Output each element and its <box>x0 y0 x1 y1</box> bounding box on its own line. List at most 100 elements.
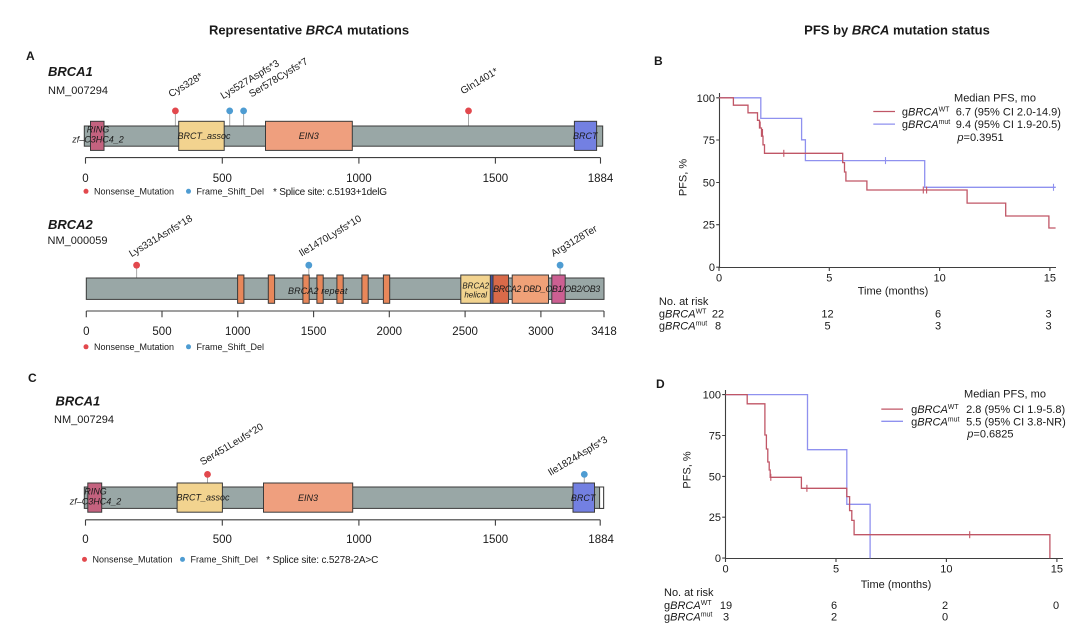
svg-text:PFS, %: PFS, % <box>677 159 689 197</box>
svg-text:Frame_Shift_Del: Frame_Shift_Del <box>197 342 265 352</box>
svg-text:500: 500 <box>213 173 232 185</box>
svg-text:BRCA2: BRCA2 <box>48 217 94 232</box>
svg-text:75: 75 <box>703 135 715 147</box>
svg-text:BRCA1: BRCA1 <box>48 64 93 79</box>
svg-text:BRCT: BRCT <box>573 131 599 141</box>
svg-text:BRCA2 DBD_OB1/OB2/OB3: BRCA2 DBD_OB1/OB2/OB3 <box>493 284 600 294</box>
svg-text:EIN3: EIN3 <box>299 131 319 141</box>
svg-text:* Splice site: c.5278-2A>C: * Splice site: c.5278-2A>C <box>266 555 378 566</box>
svg-text:Frame_Shift_Del: Frame_Shift_Del <box>197 187 265 197</box>
svg-text:Median PFS, mo: Median PFS, mo <box>964 388 1046 400</box>
svg-text:Representative BRCA mutations: Representative BRCA mutations <box>209 23 409 38</box>
svg-text:0: 0 <box>716 273 722 285</box>
svg-text:Time (months): Time (months) <box>861 579 932 591</box>
svg-text:5: 5 <box>833 564 839 576</box>
svg-text:3418: 3418 <box>591 326 617 338</box>
svg-text:3000: 3000 <box>528 326 554 338</box>
svg-text:gBRCAmut: gBRCAmut <box>659 320 707 332</box>
svg-text:gBRCAWT: gBRCAWT <box>664 600 712 612</box>
svg-text:No. at risk: No. at risk <box>664 587 714 599</box>
svg-text:15: 15 <box>1044 273 1056 285</box>
svg-text:BRCT_assoc: BRCT_assoc <box>177 131 231 141</box>
svg-text:RING: RING <box>87 125 110 135</box>
svg-text:10: 10 <box>940 564 952 576</box>
svg-text:gBRCAWT: gBRCAWT <box>911 404 959 416</box>
svg-text:2.8 (95% CI 1.9-5.8): 2.8 (95% CI 1.9-5.8) <box>966 404 1065 416</box>
svg-text:2: 2 <box>831 612 837 624</box>
svg-text:1884: 1884 <box>588 173 614 185</box>
svg-text:50: 50 <box>703 178 715 190</box>
svg-text:1500: 1500 <box>483 534 509 546</box>
svg-text:PFS by BRCA mutation status: PFS by BRCA mutation status <box>804 23 990 38</box>
svg-text:Nonsense_Mutation: Nonsense_Mutation <box>93 555 173 565</box>
svg-text:BRCT: BRCT <box>571 493 597 503</box>
svg-text:RING: RING <box>84 487 107 497</box>
svg-text:0: 0 <box>715 553 721 565</box>
svg-text:p=0.3951: p=0.3951 <box>956 132 1003 144</box>
svg-text:zf–C3HC4_2: zf–C3HC4_2 <box>69 496 122 506</box>
svg-text:5.5 (95% CI 3.8-NR): 5.5 (95% CI 3.8-NR) <box>966 416 1066 428</box>
svg-text:12: 12 <box>821 309 833 321</box>
svg-text:NM_000059: NM_000059 <box>48 235 108 247</box>
svg-text:6: 6 <box>935 309 941 321</box>
svg-text:9.4 (95% CI 1.9-20.5): 9.4 (95% CI 1.9-20.5) <box>956 119 1061 131</box>
svg-text:BRCA1: BRCA1 <box>56 394 101 409</box>
svg-text:EIN3: EIN3 <box>298 493 318 503</box>
svg-text:3: 3 <box>723 612 729 624</box>
svg-text:BRCA2 repeat: BRCA2 repeat <box>288 286 348 296</box>
svg-text:25: 25 <box>703 220 715 232</box>
svg-text:Nonsense_Mutation: Nonsense_Mutation <box>94 342 174 352</box>
svg-text:NM_007294: NM_007294 <box>54 414 114 426</box>
svg-text:19: 19 <box>720 600 732 612</box>
svg-text:2500: 2500 <box>452 326 478 338</box>
svg-text:PFS, %: PFS, % <box>682 451 694 489</box>
svg-text:25: 25 <box>709 512 721 524</box>
svg-text:1884: 1884 <box>588 534 614 546</box>
svg-text:1000: 1000 <box>225 326 251 338</box>
svg-text:A: A <box>26 49 35 63</box>
svg-text:5: 5 <box>824 320 830 332</box>
svg-text:8: 8 <box>715 320 721 332</box>
svg-text:gBRCAmut: gBRCAmut <box>911 416 959 428</box>
svg-text:BRCT_assoc: BRCT_assoc <box>176 493 230 503</box>
svg-text:100: 100 <box>697 93 715 105</box>
svg-text:1000: 1000 <box>346 534 372 546</box>
svg-text:gBRCAmut: gBRCAmut <box>664 612 712 624</box>
svg-text:1000: 1000 <box>346 173 372 185</box>
svg-text:zf–C3HC4_2: zf–C3HC4_2 <box>71 135 124 145</box>
svg-text:0: 0 <box>82 173 88 185</box>
svg-text:Nonsense_Mutation: Nonsense_Mutation <box>94 187 174 197</box>
svg-text:C: C <box>28 371 37 385</box>
svg-text:75: 75 <box>709 431 721 443</box>
svg-text:2000: 2000 <box>377 326 403 338</box>
svg-text:Median PFS, mo: Median PFS, mo <box>954 93 1036 105</box>
svg-text:0: 0 <box>1053 600 1059 612</box>
svg-text:100: 100 <box>703 390 721 402</box>
svg-text:1500: 1500 <box>483 173 509 185</box>
svg-text:* Splice site: c.5193+1delG: * Splice site: c.5193+1delG <box>273 187 387 198</box>
svg-text:No. at risk: No. at risk <box>659 296 709 308</box>
svg-text:Frame_Shift_Del: Frame_Shift_Del <box>191 555 259 565</box>
svg-text:0: 0 <box>82 534 88 546</box>
svg-text:gBRCAWT: gBRCAWT <box>902 107 950 119</box>
svg-text:0: 0 <box>709 262 715 274</box>
svg-text:3: 3 <box>1045 320 1051 332</box>
svg-text:15: 15 <box>1051 564 1063 576</box>
svg-text:NM_007294: NM_007294 <box>48 85 108 97</box>
svg-text:0: 0 <box>722 564 728 576</box>
svg-text:D: D <box>656 377 665 391</box>
svg-text:B: B <box>654 54 663 68</box>
svg-text:0: 0 <box>83 326 89 338</box>
svg-text:3: 3 <box>1045 309 1051 321</box>
svg-text:2: 2 <box>942 600 948 612</box>
svg-text:Time (months): Time (months) <box>858 286 929 298</box>
svg-text:5: 5 <box>826 273 832 285</box>
svg-text:0: 0 <box>942 612 948 624</box>
svg-text:500: 500 <box>152 326 171 338</box>
svg-text:gBRCAmut: gBRCAmut <box>902 119 950 131</box>
svg-text:helical: helical <box>464 291 487 300</box>
svg-text:50: 50 <box>709 471 721 483</box>
svg-text:gBRCAWT: gBRCAWT <box>659 309 707 321</box>
svg-text:1500: 1500 <box>301 326 327 338</box>
svg-text:22: 22 <box>712 309 724 321</box>
